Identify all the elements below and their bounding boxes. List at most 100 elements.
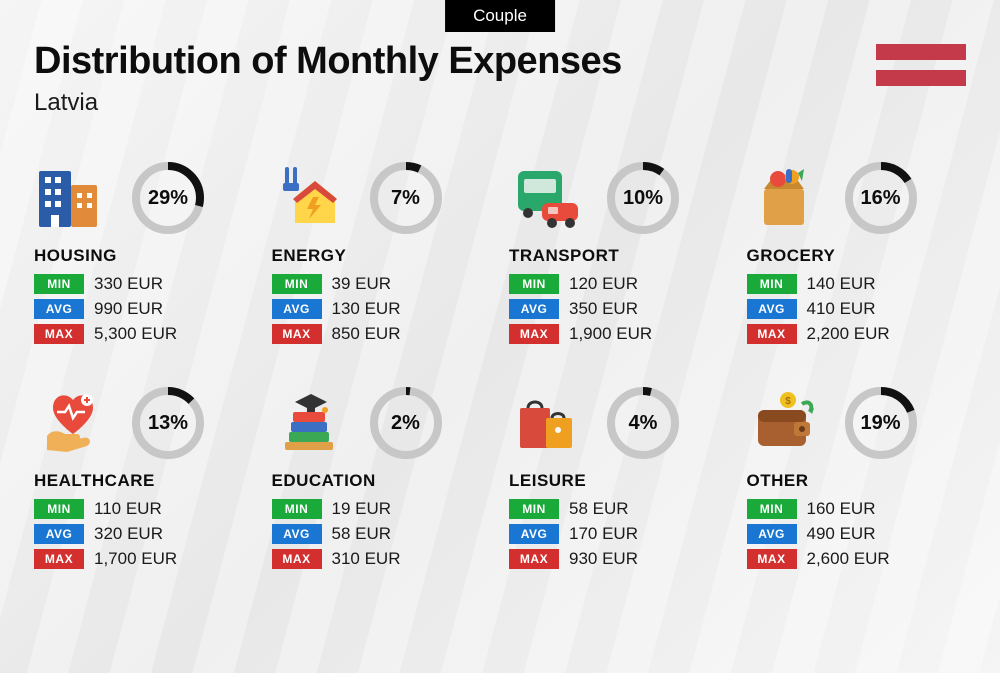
min-label: MIN (272, 499, 322, 519)
percent-ring: 7% (368, 160, 444, 236)
min-value: 330 EUR (94, 274, 163, 294)
stat-avg-row: AVG 990 EUR (34, 299, 254, 319)
grocery-bag-icon (747, 163, 825, 233)
household-badge: Couple (445, 0, 555, 32)
max-value: 930 EUR (569, 549, 638, 569)
category-name: EDUCATION (272, 471, 492, 491)
avg-value: 58 EUR (332, 524, 392, 544)
card-header: 7% (272, 160, 492, 236)
max-label: MAX (34, 549, 84, 569)
stat-max-row: MAX 2,200 EUR (747, 324, 967, 344)
min-value: 140 EUR (807, 274, 876, 294)
page-title: Distribution of Monthly Expenses (34, 40, 622, 83)
percent-value: 10% (605, 160, 681, 236)
category-card-housing: 29% HOUSING MIN 330 EUR AVG 990 EUR MAX … (34, 160, 254, 349)
stat-min-row: MIN 160 EUR (747, 499, 967, 519)
max-label: MAX (272, 324, 322, 344)
avg-value: 990 EUR (94, 299, 163, 319)
percent-ring: 29% (130, 160, 206, 236)
min-label: MIN (34, 274, 84, 294)
card-header: $ 19% (747, 385, 967, 461)
max-label: MAX (34, 324, 84, 344)
min-label: MIN (747, 274, 797, 294)
stat-avg-row: AVG 58 EUR (272, 524, 492, 544)
card-header: 13% (34, 385, 254, 461)
stat-min-row: MIN 330 EUR (34, 274, 254, 294)
building-icon (34, 163, 112, 233)
stat-avg-row: AVG 350 EUR (509, 299, 729, 319)
category-card-healthcare: 13% HEALTHCARE MIN 110 EUR AVG 320 EUR M… (34, 385, 254, 574)
avg-value: 130 EUR (332, 299, 401, 319)
category-name: TRANSPORT (509, 246, 729, 266)
stat-avg-row: AVG 320 EUR (34, 524, 254, 544)
country-flag (876, 44, 966, 86)
shopping-bags-icon (509, 388, 587, 458)
stat-min-row: MIN 39 EUR (272, 274, 492, 294)
stat-min-row: MIN 58 EUR (509, 499, 729, 519)
card-header: 29% (34, 160, 254, 236)
percent-value: 4% (605, 385, 681, 461)
stat-max-row: MAX 930 EUR (509, 549, 729, 569)
category-card-transport: 10% TRANSPORT MIN 120 EUR AVG 350 EUR MA… (509, 160, 729, 349)
percent-ring: 2% (368, 385, 444, 461)
avg-label: AVG (34, 524, 84, 544)
energy-house-icon (272, 163, 350, 233)
max-label: MAX (747, 549, 797, 569)
category-card-grocery: 16% GROCERY MIN 140 EUR AVG 410 EUR MAX … (747, 160, 967, 349)
card-header: 10% (509, 160, 729, 236)
flag-stripe (876, 70, 966, 86)
percent-value: 13% (130, 385, 206, 461)
min-value: 39 EUR (332, 274, 392, 294)
books-cap-icon (272, 388, 350, 458)
card-header: 4% (509, 385, 729, 461)
category-name: HEALTHCARE (34, 471, 254, 491)
wallet-icon: $ (747, 388, 825, 458)
stat-min-row: MIN 19 EUR (272, 499, 492, 519)
percent-value: 29% (130, 160, 206, 236)
stat-max-row: MAX 1,700 EUR (34, 549, 254, 569)
min-value: 120 EUR (569, 274, 638, 294)
avg-value: 350 EUR (569, 299, 638, 319)
stat-min-row: MIN 120 EUR (509, 274, 729, 294)
category-name: OTHER (747, 471, 967, 491)
min-value: 19 EUR (332, 499, 392, 519)
max-value: 850 EUR (332, 324, 401, 344)
percent-ring: 10% (605, 160, 681, 236)
category-card-education: 2% EDUCATION MIN 19 EUR AVG 58 EUR MAX 3… (272, 385, 492, 574)
stat-avg-row: AVG 490 EUR (747, 524, 967, 544)
max-value: 310 EUR (332, 549, 401, 569)
avg-label: AVG (509, 299, 559, 319)
min-value: 110 EUR (94, 499, 162, 519)
category-name: ENERGY (272, 246, 492, 266)
max-value: 2,600 EUR (807, 549, 890, 569)
category-card-leisure: 4% LEISURE MIN 58 EUR AVG 170 EUR MAX 93… (509, 385, 729, 574)
stat-max-row: MAX 2,600 EUR (747, 549, 967, 569)
category-name: HOUSING (34, 246, 254, 266)
max-value: 1,900 EUR (569, 324, 652, 344)
avg-value: 490 EUR (807, 524, 876, 544)
stat-max-row: MAX 5,300 EUR (34, 324, 254, 344)
percent-value: 7% (368, 160, 444, 236)
stat-max-row: MAX 310 EUR (272, 549, 492, 569)
bus-car-icon (509, 163, 587, 233)
percent-ring: 19% (843, 385, 919, 461)
max-value: 2,200 EUR (807, 324, 890, 344)
category-card-other: $ 19% OTHER MIN 160 EUR AVG 490 EUR MAX … (747, 385, 967, 574)
max-label: MAX (509, 549, 559, 569)
percent-ring: 13% (130, 385, 206, 461)
percent-value: 16% (843, 160, 919, 236)
max-value: 5,300 EUR (94, 324, 177, 344)
avg-label: AVG (34, 299, 84, 319)
title-block: Distribution of Monthly Expenses Latvia (34, 40, 622, 117)
stat-avg-row: AVG 130 EUR (272, 299, 492, 319)
min-label: MIN (34, 499, 84, 519)
max-label: MAX (272, 549, 322, 569)
avg-label: AVG (272, 524, 322, 544)
card-header: 16% (747, 160, 967, 236)
avg-label: AVG (509, 524, 559, 544)
category-card-energy: 7% ENERGY MIN 39 EUR AVG 130 EUR MAX 850… (272, 160, 492, 349)
stat-avg-row: AVG 170 EUR (509, 524, 729, 544)
category-name: GROCERY (747, 246, 967, 266)
percent-ring: 16% (843, 160, 919, 236)
category-name: LEISURE (509, 471, 729, 491)
